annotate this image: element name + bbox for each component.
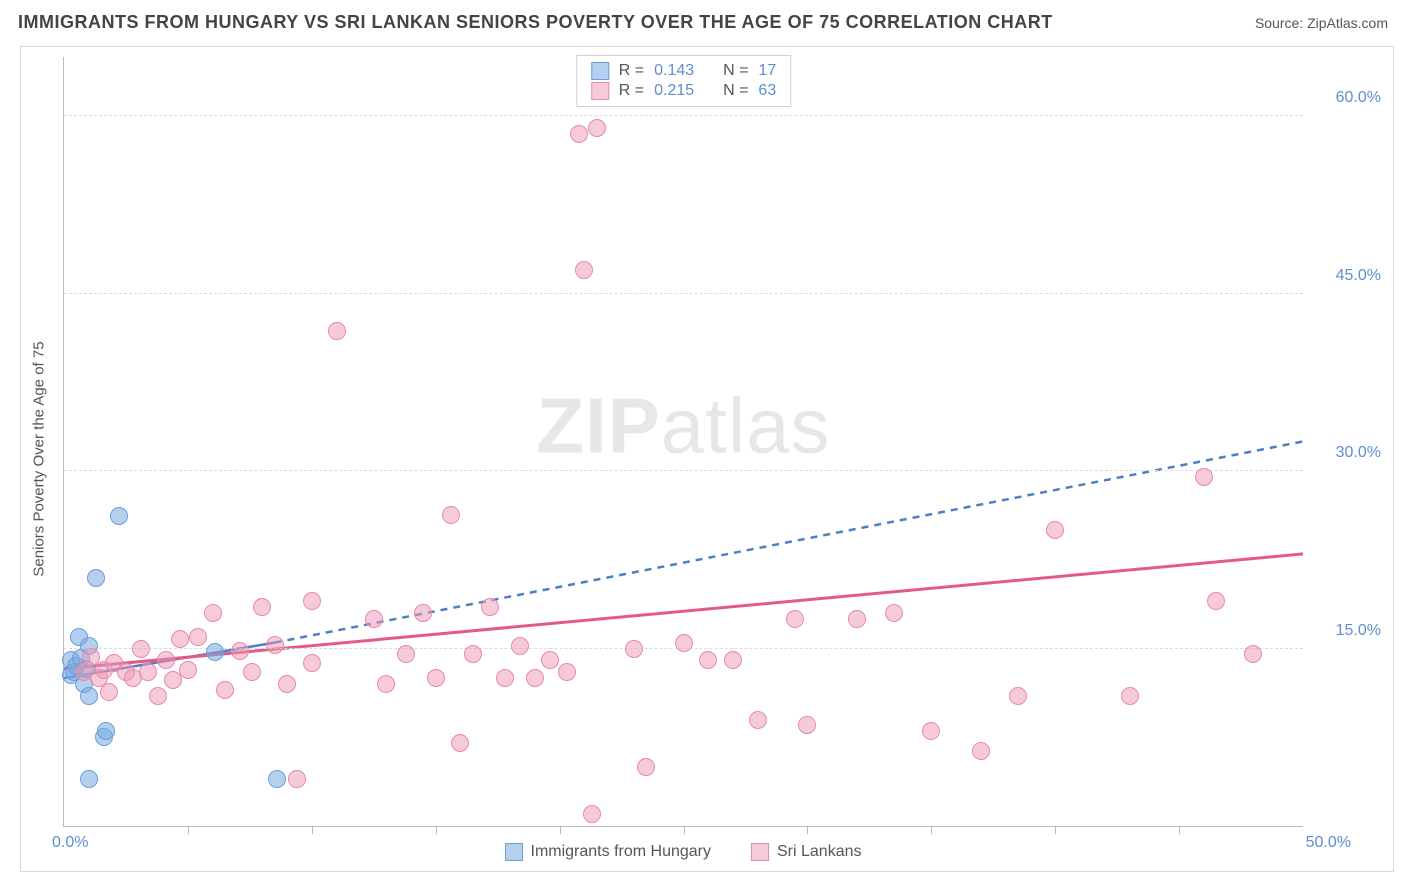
data-point — [526, 669, 544, 687]
legend-swatch — [505, 843, 523, 861]
data-point — [139, 663, 157, 681]
legend-item: Immigrants from Hungary — [505, 843, 712, 861]
x-minor-tick — [1179, 826, 1180, 834]
x-minor-tick — [931, 826, 932, 834]
y-tick-label: 30.0% — [1336, 444, 1381, 462]
x-minor-tick — [560, 826, 561, 834]
data-point — [80, 687, 98, 705]
data-point — [885, 604, 903, 622]
data-point — [972, 742, 990, 760]
data-point — [268, 770, 286, 788]
data-point — [216, 681, 234, 699]
data-point — [1121, 687, 1139, 705]
x-minor-tick — [312, 826, 313, 834]
data-point — [848, 610, 866, 628]
correlation-legend: R =0.143 N =17 R =0.215 N =63 — [576, 55, 791, 107]
legend-swatch — [751, 843, 769, 861]
y-tick-label: 60.0% — [1336, 89, 1381, 107]
data-point — [157, 651, 175, 669]
data-point — [97, 722, 115, 740]
data-point — [637, 758, 655, 776]
chart-container: Seniors Poverty Over the Age of 75 R =0.… — [20, 46, 1394, 872]
data-point — [1009, 687, 1027, 705]
data-point — [288, 770, 306, 788]
data-point — [189, 628, 207, 646]
data-point — [724, 651, 742, 669]
data-point — [583, 805, 601, 823]
page-title: IMMIGRANTS FROM HUNGARY VS SRI LANKAN SE… — [18, 12, 1053, 33]
data-point — [397, 645, 415, 663]
data-point — [625, 640, 643, 658]
legend-item: Sri Lankans — [751, 843, 862, 861]
series-legend: Immigrants from Hungary Sri Lankans — [63, 843, 1303, 861]
data-point — [558, 663, 576, 681]
data-point — [80, 770, 98, 788]
data-point — [253, 598, 271, 616]
data-point — [496, 669, 514, 687]
grid-line — [64, 470, 1303, 471]
legend-swatch — [591, 82, 609, 100]
grid-line — [64, 293, 1303, 294]
data-point — [365, 610, 383, 628]
legend-row: R =0.143 N =17 — [591, 62, 776, 80]
x-minor-tick — [188, 826, 189, 834]
legend-row: R =0.215 N =63 — [591, 82, 776, 100]
data-point — [749, 711, 767, 729]
data-point — [427, 669, 445, 687]
data-point — [414, 604, 432, 622]
data-point — [171, 630, 189, 648]
data-point — [1244, 645, 1262, 663]
data-point — [1207, 592, 1225, 610]
data-point — [328, 322, 346, 340]
data-point — [132, 640, 150, 658]
legend-label: Immigrants from Hungary — [531, 843, 712, 861]
grid-line — [64, 115, 1303, 116]
data-point — [266, 636, 284, 654]
data-point — [303, 654, 321, 672]
data-point — [1046, 521, 1064, 539]
data-point — [204, 604, 222, 622]
x-minor-tick — [436, 826, 437, 834]
data-point — [786, 610, 804, 628]
data-point — [699, 651, 717, 669]
source-link[interactable]: ZipAtlas.com — [1307, 15, 1388, 31]
plot-area: R =0.143 N =17R =0.215 N =63 ZIPatlas 0.… — [63, 57, 1303, 827]
data-point — [442, 506, 460, 524]
y-axis-label: Seniors Poverty Over the Age of 75 — [31, 341, 48, 576]
y-tick-label: 15.0% — [1336, 622, 1381, 640]
data-point — [451, 734, 469, 752]
y-tick-label: 45.0% — [1336, 267, 1381, 285]
data-point — [377, 675, 395, 693]
data-point — [541, 651, 559, 669]
legend-swatch — [591, 62, 609, 80]
x-tick-max: 50.0% — [1306, 834, 1351, 852]
x-minor-tick — [684, 826, 685, 834]
source-attribution: Source: ZipAtlas.com — [1255, 15, 1388, 31]
data-point — [100, 683, 118, 701]
data-point — [675, 634, 693, 652]
data-point — [464, 645, 482, 663]
data-point — [110, 507, 128, 525]
x-minor-tick — [1055, 826, 1056, 834]
data-point — [206, 643, 224, 661]
data-point — [575, 261, 593, 279]
data-point — [231, 642, 249, 660]
data-point — [798, 716, 816, 734]
trend-lines — [64, 57, 1303, 826]
data-point — [922, 722, 940, 740]
data-point — [87, 569, 105, 587]
data-point — [511, 637, 529, 655]
data-point — [570, 125, 588, 143]
data-point — [179, 661, 197, 679]
data-point — [1195, 468, 1213, 486]
data-point — [149, 687, 167, 705]
data-point — [481, 598, 499, 616]
data-point — [303, 592, 321, 610]
legend-label: Sri Lankans — [777, 843, 862, 861]
data-point — [243, 663, 261, 681]
data-point — [278, 675, 296, 693]
data-point — [588, 119, 606, 137]
x-minor-tick — [807, 826, 808, 834]
